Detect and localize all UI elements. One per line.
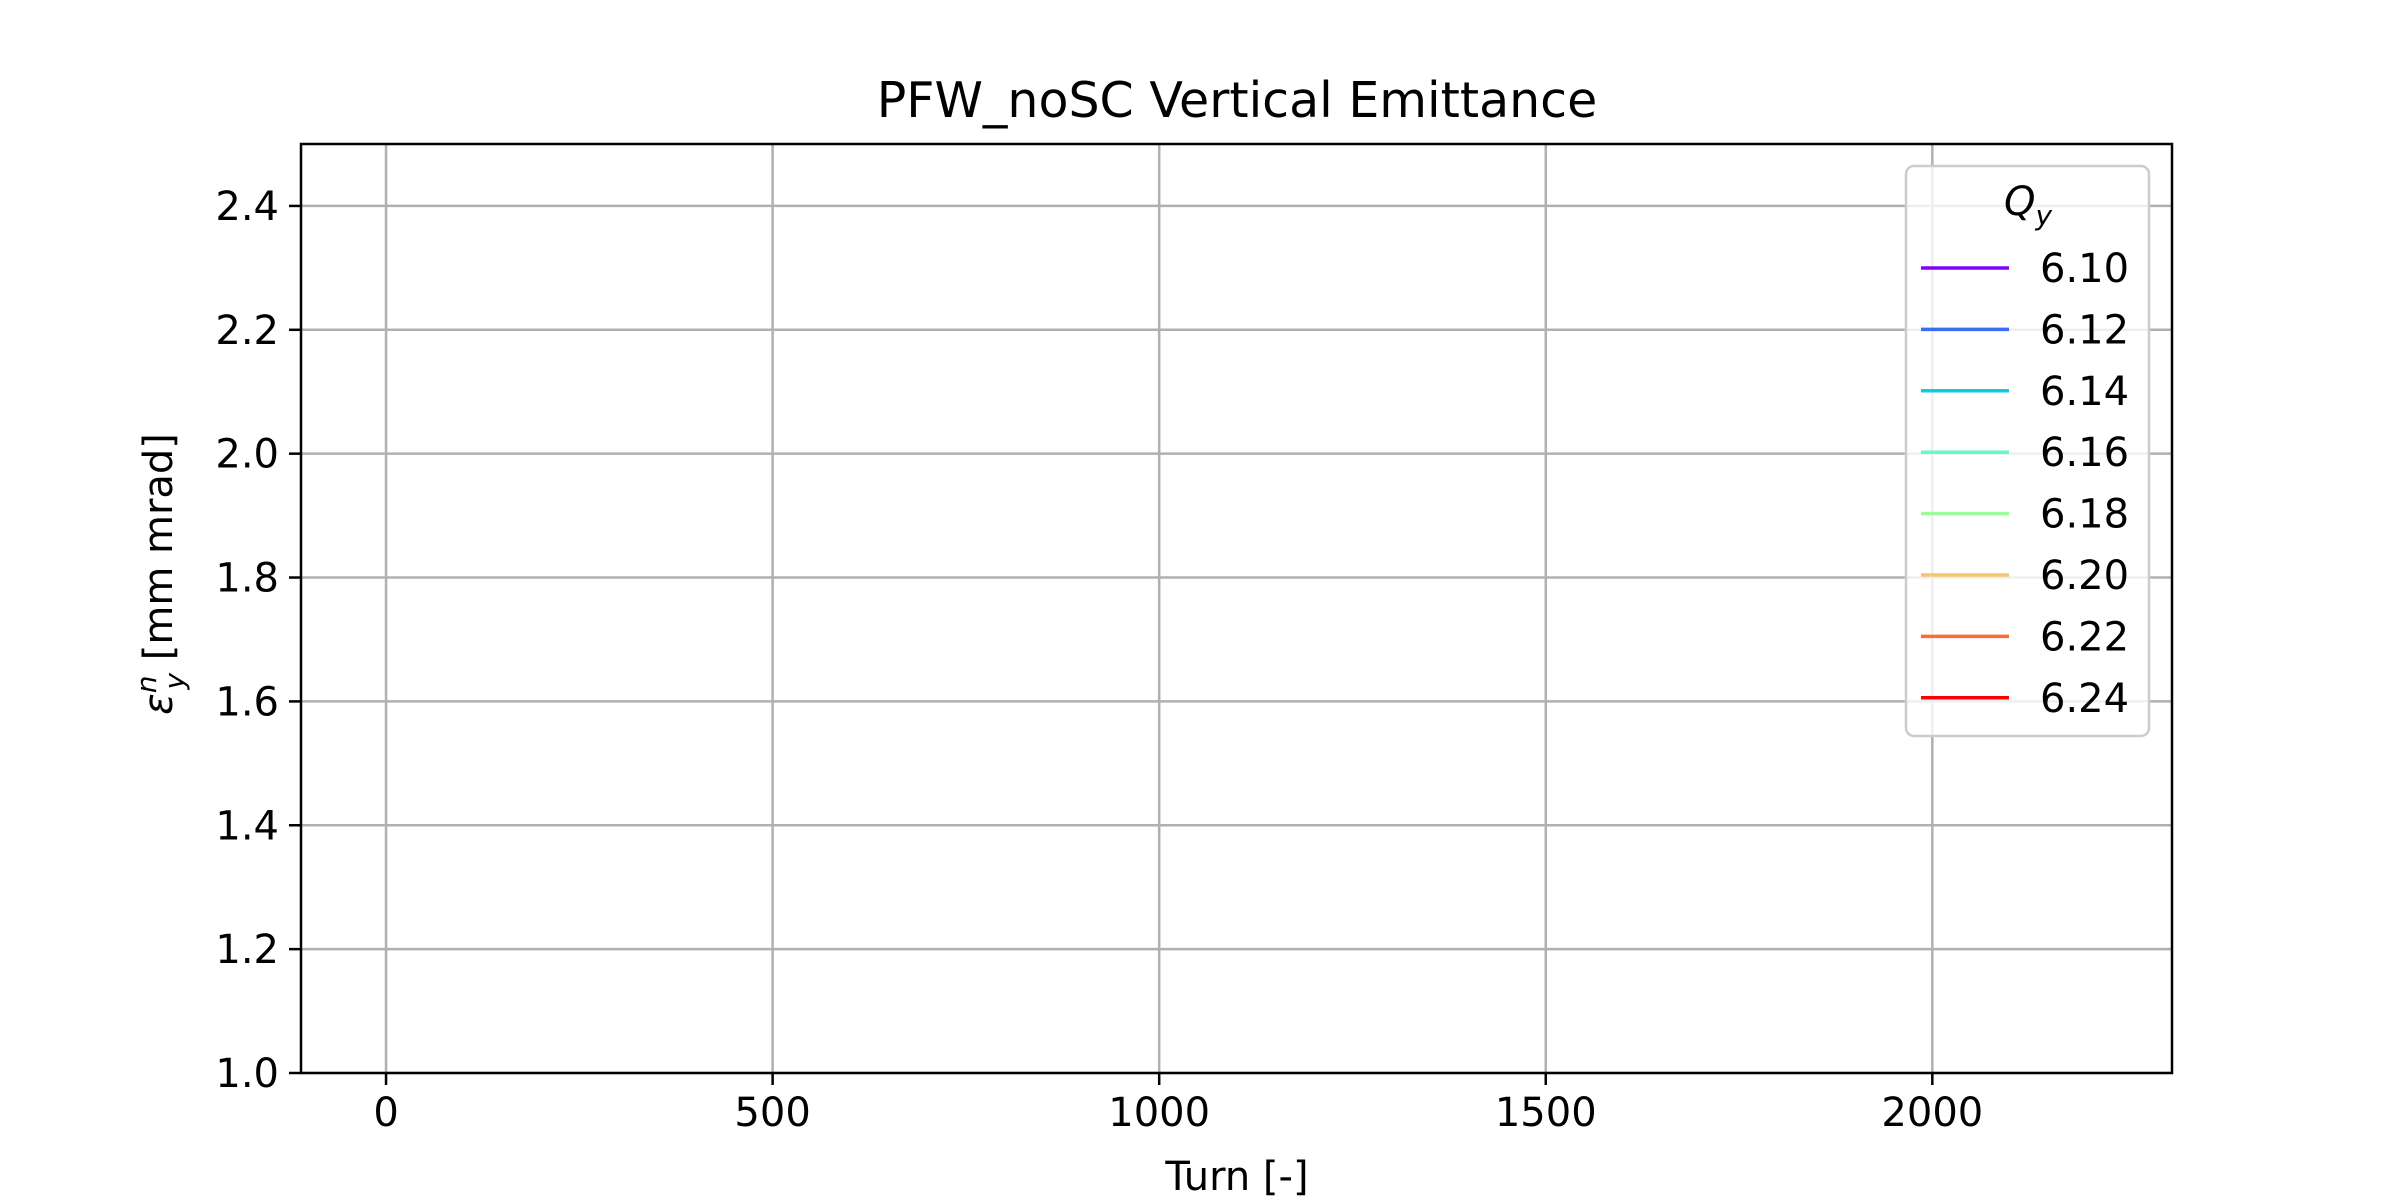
x-axis-ticks: 0 500 1000 1500 2000 <box>373 1073 1983 1136</box>
x-axis-label: Turn [-] <box>1164 1154 1308 1200</box>
grid <box>301 144 2172 1075</box>
x-tick-label: 1000 <box>1108 1090 1210 1136</box>
legend-label: 6.18 <box>2040 492 2129 538</box>
legend-label: 6.14 <box>2040 369 2129 415</box>
y-axis-label-unit: [mm mrad] <box>136 433 182 673</box>
y-tick-label: 1.0 <box>215 1051 279 1097</box>
y-tick-label: 2.2 <box>215 308 279 354</box>
y-axis-label: εny [mm mrad] <box>130 433 191 715</box>
legend: Qy 6.10 6.12 6.14 6.16 6.18 6.20 6.22 6.24 <box>1904 164 2151 738</box>
legend-title: Qy <box>2004 179 2052 232</box>
legend-title-symbol: Q <box>2004 179 2035 225</box>
chart-title: PFW_noSC Vertical Emittance <box>877 72 1598 129</box>
plot-frame <box>299 142 2174 1075</box>
plot-area <box>301 144 2172 1073</box>
y-axis-label-superscript: n <box>130 676 163 694</box>
legend-label: 6.16 <box>2040 430 2129 476</box>
y-axis-label-subscript: y <box>158 673 191 691</box>
x-tick-label: 500 <box>734 1090 810 1136</box>
legend-label: 6.24 <box>2040 676 2129 722</box>
legend-label: 6.12 <box>2040 307 2129 353</box>
x-tick-label: 0 <box>373 1090 398 1136</box>
legend-label: 6.22 <box>2040 614 2129 660</box>
y-tick-label: 1.4 <box>215 803 279 849</box>
legend-box <box>1904 164 2151 738</box>
y-axis-label-symbol: ε <box>136 693 182 715</box>
legend-label: 6.20 <box>2040 553 2129 599</box>
legend-label: 6.10 <box>2040 246 2129 292</box>
y-axis-ticks: 1.0 1.2 1.4 1.6 1.8 2.0 2.2 2.4 <box>215 184 301 1097</box>
legend-entries: 6.10 6.12 6.14 6.16 6.18 6.20 6.22 6.24 <box>1921 246 2129 722</box>
y-tick-label: 1.6 <box>215 679 279 725</box>
y-tick-label: 2.0 <box>215 432 279 478</box>
x-tick-label: 1500 <box>1495 1090 1597 1136</box>
x-tick-label: 2000 <box>1881 1090 1983 1136</box>
y-tick-label: 2.4 <box>215 184 279 230</box>
y-tick-label: 1.2 <box>215 927 279 973</box>
legend-title-subscript: y <box>2034 199 2052 232</box>
y-tick-label: 1.8 <box>215 556 279 602</box>
